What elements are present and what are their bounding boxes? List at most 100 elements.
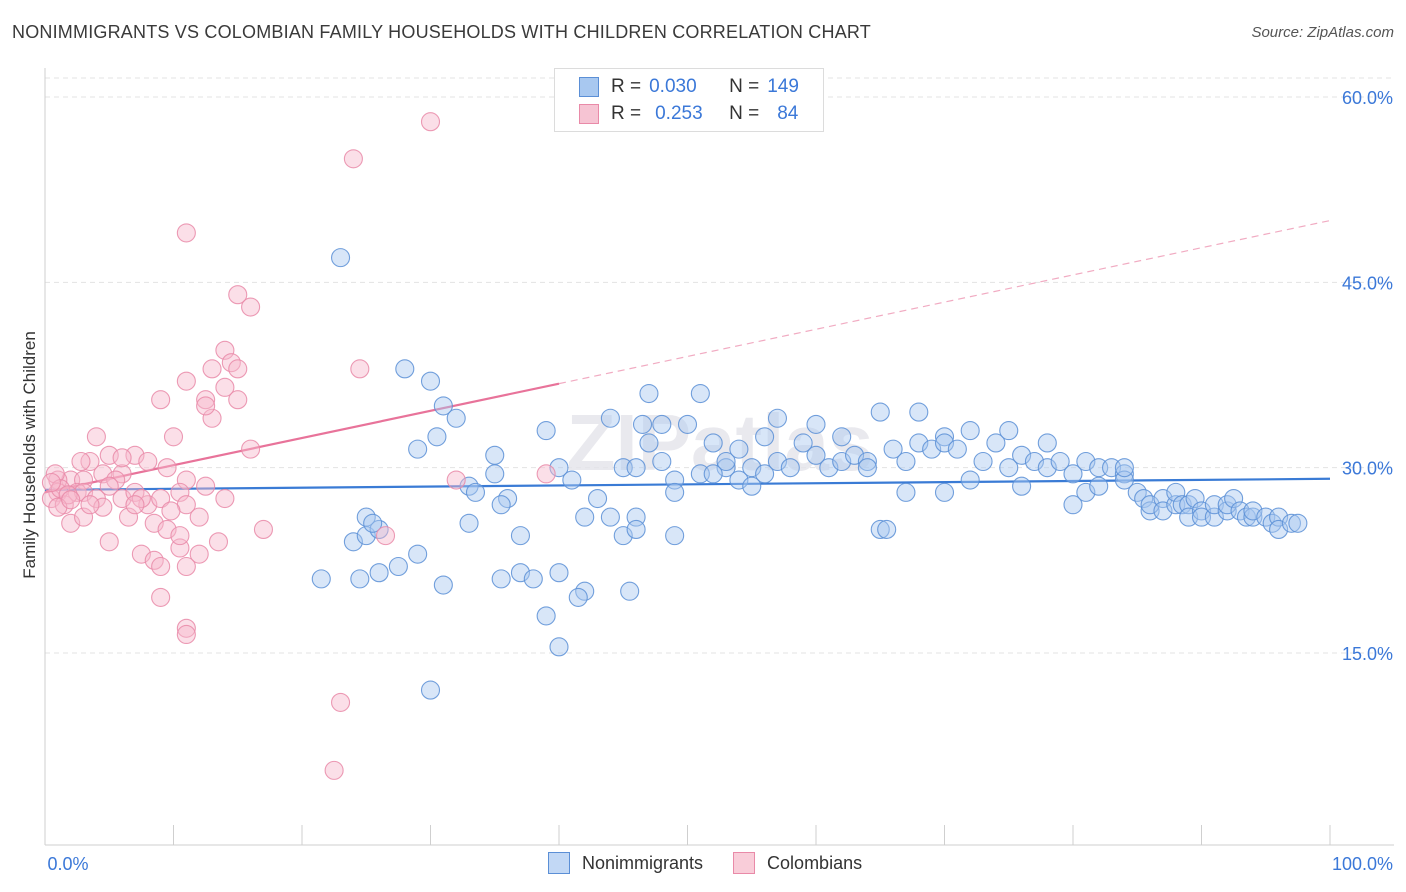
nonimmigrant-point xyxy=(960,470,980,490)
nonimmigrant-point xyxy=(446,408,466,428)
nonimmigrant-point xyxy=(562,470,582,490)
nonimmigrant-point xyxy=(491,569,511,589)
nonimmigrant-point xyxy=(716,451,736,472)
nonimmigrant-point xyxy=(1114,464,1134,484)
nonimmigrant-point xyxy=(1063,495,1083,515)
colombian-point xyxy=(215,489,235,509)
colombian-point xyxy=(343,149,363,169)
nonimmigrant-point xyxy=(883,439,903,459)
nonimmigrant-point xyxy=(767,408,788,428)
axes xyxy=(44,68,1394,846)
nonimmigrant-point xyxy=(626,519,646,539)
pink-swatch xyxy=(579,104,599,124)
colombian-point xyxy=(196,476,216,496)
grid-lines xyxy=(45,77,1394,654)
nonimmigrant-point xyxy=(485,464,505,484)
colombian-point xyxy=(330,692,351,712)
nonimmigrant-point xyxy=(311,569,331,589)
colombian-point xyxy=(151,489,171,509)
n-value: 149 xyxy=(767,76,799,97)
colombian-point xyxy=(138,451,158,472)
chart-title: NONIMMIGRANTS VS COLOMBIAN FAMILY HOUSEH… xyxy=(12,22,871,42)
r-label: R = xyxy=(611,76,642,97)
nonimmigrant-point xyxy=(1185,489,1205,509)
nonimmigrant-point xyxy=(793,433,813,453)
colombian-point xyxy=(157,458,177,478)
nonimmigrant-point xyxy=(408,439,428,459)
nonimmigrant-point xyxy=(459,513,479,533)
nonimmigrant-point xyxy=(870,402,890,422)
nonimmigrant-point xyxy=(330,248,351,268)
nonimmigrant-point xyxy=(1050,451,1070,472)
x-tick-label-min: 0.0% xyxy=(47,854,88,874)
colombian-point xyxy=(536,464,556,484)
blue-swatch xyxy=(548,852,570,874)
nonimmigrant-point xyxy=(703,433,723,453)
legend-item-nonimmigrants: Nonimmigrants xyxy=(548,852,703,874)
nonimmigrant-point xyxy=(1012,476,1032,496)
nonimmigrant-point xyxy=(870,519,890,539)
nonimmigrant-point xyxy=(549,563,569,583)
nonimmigrant-point xyxy=(388,556,408,577)
nonimmigrant-point xyxy=(986,433,1006,453)
nonimmigrant-point xyxy=(639,383,659,404)
nonimmigrant-point xyxy=(857,451,877,472)
colombian-point xyxy=(74,507,94,527)
nonimmigrant-point xyxy=(780,458,800,478)
colombian-point xyxy=(196,390,216,410)
nonimmigrant-point xyxy=(729,439,749,459)
nonimmigrant-point xyxy=(587,489,608,509)
nonimmigrant-point xyxy=(960,421,980,441)
legend-row-colombians: R = 0.253 N = 84 xyxy=(579,102,798,126)
nonimmigrant-point xyxy=(639,433,659,453)
nonimmigrant-point xyxy=(420,680,441,700)
colombian-point xyxy=(241,297,261,317)
nonimmigrant-point xyxy=(652,451,672,472)
blue-swatch xyxy=(579,77,599,97)
nonimmigrant-point xyxy=(536,606,556,626)
nonimmigrant-point xyxy=(755,427,775,447)
colombian-point xyxy=(420,112,441,132)
colombian-point xyxy=(176,223,196,243)
nonimmigrant-point xyxy=(536,421,556,441)
colombian-point xyxy=(71,451,91,472)
nonimmigrant-point xyxy=(652,414,672,434)
nonimmigrant-point xyxy=(632,414,653,434)
nonimmigrant-point xyxy=(620,581,640,601)
nonimmigrant-point xyxy=(1288,513,1308,533)
pink-swatch xyxy=(733,852,756,874)
series-legend: Nonimmigrants Colombians xyxy=(548,852,892,874)
nonimmigrant-point xyxy=(973,451,993,472)
nonimmigrant-point xyxy=(806,445,826,465)
colombian-point xyxy=(125,495,145,515)
nonimmigrant-point xyxy=(703,464,723,484)
y-tick-label: 30.0% xyxy=(1342,459,1393,479)
colombian-point xyxy=(375,526,396,546)
colombian-point xyxy=(86,427,106,447)
x-tick-label-max: 100.0% xyxy=(1332,854,1393,874)
nonimmigrant-point xyxy=(832,427,852,447)
nonimmigrant-point xyxy=(395,359,415,379)
nonimmigrant-point xyxy=(742,476,762,496)
r-value: 0.030 xyxy=(649,76,697,97)
trend-line-colombians-extension xyxy=(558,219,1331,385)
colombian-point xyxy=(196,396,216,416)
colombian-point xyxy=(202,408,222,428)
colombian-point xyxy=(176,371,196,391)
nonimmigrant-point xyxy=(350,569,370,589)
nonimmigrant-point xyxy=(1089,476,1109,496)
nonimmigrant-point xyxy=(1166,482,1186,502)
legend-item-colombians: Colombians xyxy=(733,852,862,874)
nonimmigrant-point xyxy=(690,383,710,404)
nonimmigrant-point xyxy=(568,587,588,607)
colombian-point xyxy=(202,359,222,379)
colombian-point xyxy=(228,359,248,379)
nonimmigrant-point xyxy=(433,396,453,416)
nonimmigrant-point xyxy=(665,526,685,546)
legend-label: Colombians xyxy=(767,852,863,873)
colombian-point xyxy=(170,526,190,546)
colombian-point xyxy=(189,544,209,564)
nonimmigrant-point xyxy=(896,451,916,472)
n-label: N = xyxy=(729,103,760,124)
